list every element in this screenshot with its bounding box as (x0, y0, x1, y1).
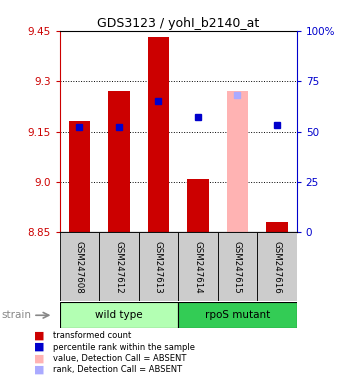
Bar (139, 232, 178, 301)
Text: rank, Detection Call = ABSENT: rank, Detection Call = ABSENT (53, 365, 182, 374)
Text: ■: ■ (34, 364, 45, 374)
Bar (108, 91, 130, 232)
Bar (257, 232, 297, 301)
Text: GSM247608: GSM247608 (75, 240, 84, 293)
Text: ■: ■ (34, 342, 45, 352)
Bar (226, 91, 248, 232)
Text: GSM247614: GSM247614 (193, 240, 203, 293)
Title: GDS3123 / yohI_b2140_at: GDS3123 / yohI_b2140_at (97, 17, 259, 30)
Bar (99, 232, 139, 301)
Bar (60, 232, 99, 301)
Text: transformed count: transformed count (53, 331, 131, 341)
Text: GSM247615: GSM247615 (233, 240, 242, 293)
Bar (187, 179, 209, 232)
Bar (60, 302, 178, 328)
Text: GSM247613: GSM247613 (154, 240, 163, 293)
Text: percentile rank within the sample: percentile rank within the sample (53, 343, 195, 352)
Text: strain: strain (2, 310, 32, 320)
Bar (178, 302, 297, 328)
Bar (266, 222, 288, 232)
Text: wild type: wild type (95, 310, 143, 320)
Text: GSM247616: GSM247616 (272, 240, 281, 293)
Bar (148, 38, 169, 232)
Text: value, Detection Call = ABSENT: value, Detection Call = ABSENT (53, 354, 186, 363)
Text: ■: ■ (34, 353, 45, 363)
Bar (178, 232, 218, 301)
Text: GSM247612: GSM247612 (115, 240, 123, 293)
Bar (69, 121, 90, 232)
Text: ■: ■ (34, 331, 45, 341)
Text: rpoS mutant: rpoS mutant (205, 310, 270, 320)
Bar (218, 232, 257, 301)
